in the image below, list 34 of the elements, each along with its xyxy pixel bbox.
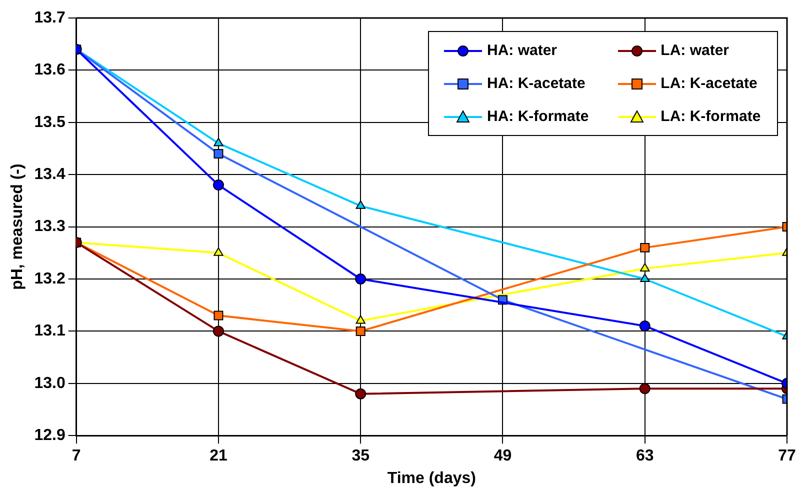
legend-label: HA: K-acetate <box>487 75 586 92</box>
point <box>214 310 224 320</box>
y-tick-label: 13.7 <box>34 9 66 26</box>
legend-label: LA: K-acetate <box>660 75 758 92</box>
point <box>214 138 224 146</box>
point <box>214 247 224 256</box>
legend-label: LA: water <box>660 42 730 59</box>
point <box>355 388 366 400</box>
point <box>356 326 366 336</box>
x-tick-label: 35 <box>352 448 370 465</box>
y-tick-label: 13.1 <box>34 322 66 340</box>
x-axis-title: Time (days) <box>387 470 476 487</box>
legend-label: HA: K-formate <box>487 108 589 125</box>
y-tick-label: 13.0 <box>34 374 66 392</box>
y-tick-label: 13.5 <box>34 114 66 131</box>
point <box>355 274 366 284</box>
point <box>212 180 224 191</box>
y-tick-label: 13.2 <box>34 270 66 288</box>
y-tick-label: 13.3 <box>34 218 66 236</box>
point <box>356 315 366 324</box>
y-tick-label: 13.4 <box>34 166 66 184</box>
y-tick-label: 12.9 <box>34 427 66 444</box>
point <box>214 148 224 158</box>
x-tick-label: 21 <box>210 448 228 465</box>
point <box>212 326 224 337</box>
y-tick-label: 13.6 <box>34 62 66 79</box>
legend-label: HA: water <box>487 42 558 59</box>
x-tick-label: 49 <box>494 448 512 465</box>
x-tick-label: 77 <box>778 448 796 465</box>
x-tick-label: 7 <box>72 448 81 465</box>
x-tick-label: 63 <box>636 448 654 465</box>
point <box>356 200 366 209</box>
y-axis-title: pH, measured (-) <box>9 164 26 290</box>
legend-label: LA: K-formate <box>660 108 761 125</box>
